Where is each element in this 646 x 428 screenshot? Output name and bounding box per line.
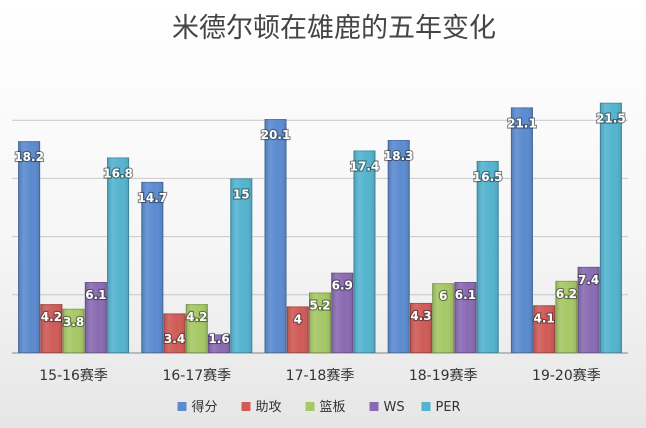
bar [163,313,186,354]
bar [432,283,455,353]
bar [454,281,477,353]
bar [286,306,309,354]
x-tick-label: 18-19赛季 [409,368,478,384]
legend-label: PER [436,400,461,415]
data-label: 3.8 [63,315,84,329]
data-label: 16.5 [473,170,503,184]
bar [353,150,376,353]
data-label: 4 [294,312,302,326]
legend-swatch [241,402,251,411]
legend-item: 助攻 [241,400,282,415]
legend-label: 助攻 [256,400,282,415]
bars [18,102,622,354]
data-label: 6.1 [85,288,106,302]
data-label: 21.5 [596,112,626,126]
bar [599,102,622,354]
data-label: 18.3 [384,149,414,163]
legend-item: 得分 [177,399,218,415]
bar [476,160,499,353]
bar [533,305,556,353]
legend: 得分 助攻 篮板 WS PER [177,399,461,415]
bar [18,141,41,353]
bar [387,139,410,353]
data-label: 6.2 [556,287,577,301]
data-label: 15 [233,187,250,201]
data-label: 6 [439,289,447,303]
bar [40,304,63,353]
bar [84,281,107,353]
data-label: 21.1 [507,116,537,130]
legend-item: 篮板 [305,400,346,415]
bar [409,302,432,353]
legend-swatch [421,402,431,411]
data-label: 6.9 [332,279,353,293]
data-label: 3.4 [164,332,185,346]
bar [208,334,231,354]
chart-title: 米德尔顿在雄鹿的五年变化 [172,13,496,44]
bar [264,119,287,354]
data-label: 1.6 [208,332,229,346]
data-label: 4.3 [410,309,431,323]
data-label: 20.1 [261,128,291,142]
x-tick-label: 15-16赛季 [39,368,108,384]
data-label: 4.1 [534,311,555,325]
bar [230,178,253,353]
data-label: 14.7 [138,191,168,205]
bar [331,272,354,353]
legend-label: 篮板 [320,400,346,415]
data-label: 7.4 [578,273,599,287]
bar [309,292,331,353]
data-label: 5.2 [309,298,330,312]
legend-swatch [305,402,315,411]
x-tick-label: 17-18赛季 [286,368,355,384]
legend-swatch [369,402,379,411]
data-label: 6.1 [455,288,476,302]
bar [510,107,533,353]
bar [185,304,208,353]
legend-item: WS [369,400,405,415]
x-axis-tick-labels: 15-16赛季 16-17赛季 17-18赛季 18-19赛季 19-20赛季 [39,368,600,384]
data-labels: 18.214.720.118.321.14.23.44 4.3 4.13.8 4.25… [13,111,627,347]
bar [107,157,130,353]
bar [577,266,600,354]
legend-label: WS [384,400,405,415]
legend-swatch [177,402,187,411]
legend-item: PER [421,400,461,415]
x-tick-label: 16-17赛季 [162,368,231,384]
legend-label: 得分 [192,399,218,415]
data-label: 16.8 [103,166,133,180]
x-tick-label: 19-20赛季 [532,368,601,384]
bar [141,181,164,353]
data-label: 4.2 [41,310,62,324]
bar [62,308,85,354]
bar [555,280,578,353]
data-label: 17.4 [350,159,380,173]
data-label: 18.2 [14,150,44,164]
data-label: 4.2 [186,310,207,324]
